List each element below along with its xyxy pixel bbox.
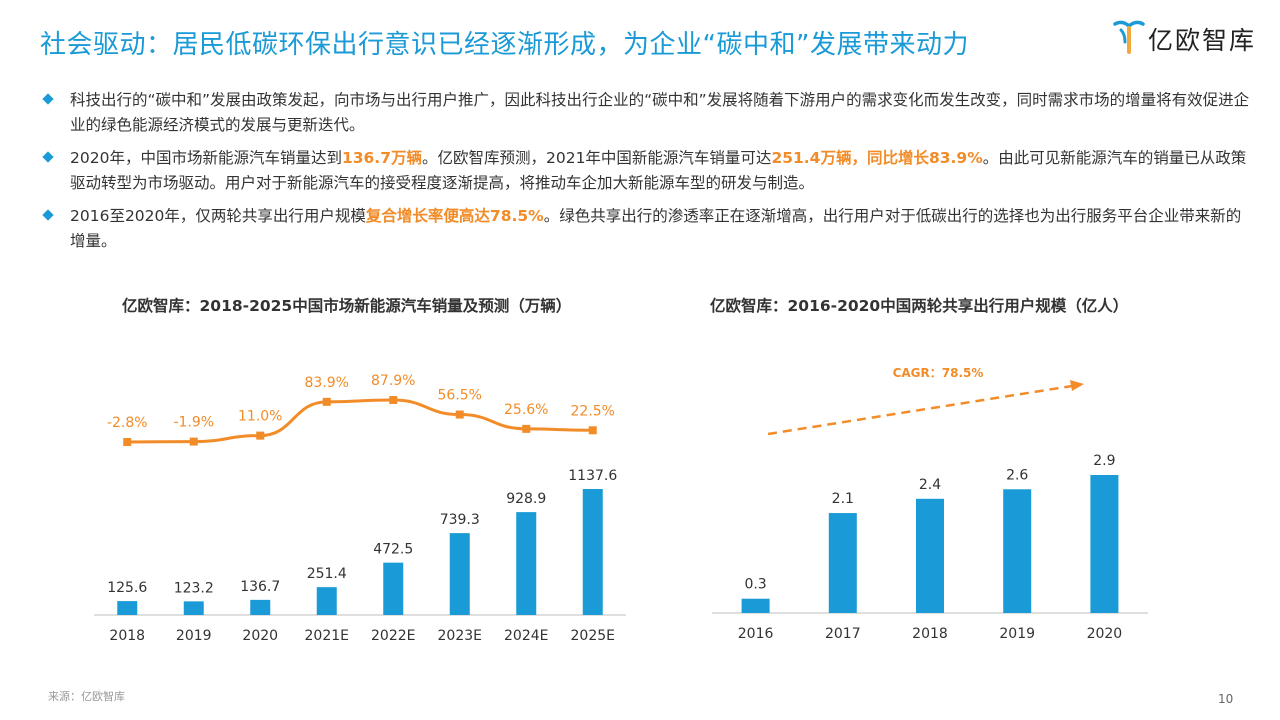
bullet-text: 科技出行的“碳中和”发展由政策发起，向市场与出行用户推广，因此科技出行企业的“碳…	[70, 91, 1250, 134]
growth-rate-point	[322, 397, 331, 406]
x-tick-label: 2016	[738, 626, 774, 642]
source-note: 来源：亿欧智库	[48, 690, 125, 703]
growth-rate-label: 22.5%	[571, 403, 615, 419]
ev-sales-chart: 125.6 2018 123.2 2019 136.7 2020 251.4 2021E 472…	[94, 373, 626, 644]
x-tick-label: 2023E	[438, 628, 482, 644]
bullet-item: 2020年，中国市场新能源汽车销量达到136.7万辆。亿欧智库预测，2021年中…	[40, 146, 1250, 196]
diamond-bullet-icon	[42, 151, 54, 163]
bar	[582, 489, 603, 615]
growth-rate-line	[127, 398, 593, 444]
bar-value-label: 1137.6	[568, 468, 617, 484]
bar	[449, 533, 470, 615]
bullet-text: 。绿色共享出行的渗透率正在逐渐增高，出行用户对于低碳出行的选择也为出行服务平台企…	[70, 207, 1242, 250]
logo: 亿欧智库	[1112, 18, 1262, 58]
growth-rate-label: 83.9%	[305, 375, 349, 391]
growth-rate-label: 25.6%	[504, 402, 548, 418]
diamond-bullet-icon	[42, 209, 54, 221]
bar-value-label: 2.1	[832, 491, 854, 507]
growth-rate-point	[389, 396, 398, 404]
bar-value-label: 123.2	[174, 580, 214, 596]
x-tick-label: 2024E	[504, 628, 548, 644]
bar	[383, 562, 404, 615]
bar	[516, 512, 537, 615]
x-tick-label: 2017	[825, 626, 861, 642]
growth-rate-label: 87.9%	[371, 373, 415, 389]
bar-value-label: 928.9	[506, 491, 546, 507]
cagr-arrow-head-icon	[1070, 380, 1084, 391]
growth-rate-point	[189, 437, 198, 446]
page-number: 10	[1218, 692, 1234, 706]
diamond-bullet-icon	[42, 93, 54, 105]
growth-rate-point	[522, 424, 531, 433]
bar-value-label: 472.5	[373, 542, 413, 558]
highlight-text: 251.4万辆，同比增长83.9%	[771, 149, 983, 167]
bullet-text: 2016至2020年，仅两轮共享出行用户规模	[70, 207, 366, 225]
growth-rate-point	[123, 438, 132, 446]
bullet-text: 。亿欧智库预测，2021年中国新能源汽车销量可达	[421, 149, 772, 167]
bar-value-label: 136.7	[240, 579, 280, 595]
page-title: 社会驱动：居民低碳环保出行意识已经逐渐形成，为企业“碳中和”发展带来动力	[40, 30, 969, 60]
chart-title-ev-sales: 亿欧智库：2018-2025中国市场新能源汽车销量及预测（万辆）	[122, 297, 572, 315]
highlight-text: 复合增长率便高达78.5%	[365, 207, 544, 225]
x-tick-label: 2021E	[305, 628, 349, 644]
bar	[741, 598, 770, 613]
growth-rate-point	[455, 410, 464, 419]
x-tick-label: 2019	[176, 628, 212, 644]
bullet-item: 科技出行的“碳中和”发展由政策发起，向市场与出行用户推广，因此科技出行企业的“碳…	[40, 88, 1250, 138]
x-tick-label: 2019	[999, 626, 1035, 642]
bar	[117, 601, 138, 615]
bar-value-label: 2.6	[1006, 467, 1028, 483]
bullet-item: 2016至2020年，仅两轮共享出行用户规模复合增长率便高达78.5%。绿色共享…	[40, 204, 1250, 254]
bar	[1003, 489, 1032, 613]
growth-rate-point	[588, 426, 597, 435]
logo-mark-icon	[1113, 20, 1145, 54]
bar	[250, 599, 271, 615]
bullet-list: 科技出行的“碳中和”发展由政策发起，向市场与出行用户推广，因此科技出行企业的“碳…	[40, 88, 1250, 262]
chart-title-bike-sharing: 亿欧智库：2016-2020中国两轮共享出行用户规模（亿人）	[710, 297, 1129, 315]
x-tick-label: 2022E	[371, 628, 415, 644]
bar	[828, 513, 857, 613]
growth-rate-label: 11.0%	[238, 409, 282, 425]
x-tick-label: 2025E	[571, 628, 615, 644]
bar-value-label: 739.3	[440, 512, 480, 528]
highlight-text: 136.7万辆	[341, 149, 422, 167]
logo-text: 亿欧智库	[1148, 26, 1257, 55]
bar-value-label: 0.3	[744, 577, 766, 593]
bar	[183, 601, 204, 615]
bullet-text: 2020年，中国市场新能源汽车销量达到	[70, 149, 342, 167]
cagr-arrow-line	[767, 384, 1073, 436]
bar	[916, 498, 944, 613]
x-tick-label: 2018	[109, 628, 145, 644]
cagr-annotation: CAGR：78.5%	[893, 366, 984, 380]
growth-rate-point	[256, 431, 265, 440]
bike-sharing-chart: 0.3 2016 2.1 2017 2.4 2018 2.6 2019 2.9 2020 CAGR：…	[712, 366, 1148, 642]
bar	[1090, 475, 1119, 613]
bullet-text: 。由此可见新能源汽车的销量已从政策驱动转型为市场驱动。用户对于新能源汽车的接受程…	[70, 149, 1247, 192]
growth-rate-label: -2.8%	[107, 415, 148, 431]
growth-rate-label: 56.5%	[438, 388, 482, 404]
bar-value-label: 125.6	[107, 580, 147, 596]
x-tick-label: 2018	[912, 626, 948, 642]
bar-value-label: 251.4	[307, 566, 347, 582]
x-tick-label: 2020	[242, 628, 278, 644]
bar-value-label: 2.9	[1093, 453, 1115, 469]
growth-rate-label: -1.9%	[173, 415, 214, 431]
x-tick-label: 2020	[1087, 626, 1123, 642]
bar-value-label: 2.4	[919, 477, 941, 493]
bar	[316, 587, 337, 615]
